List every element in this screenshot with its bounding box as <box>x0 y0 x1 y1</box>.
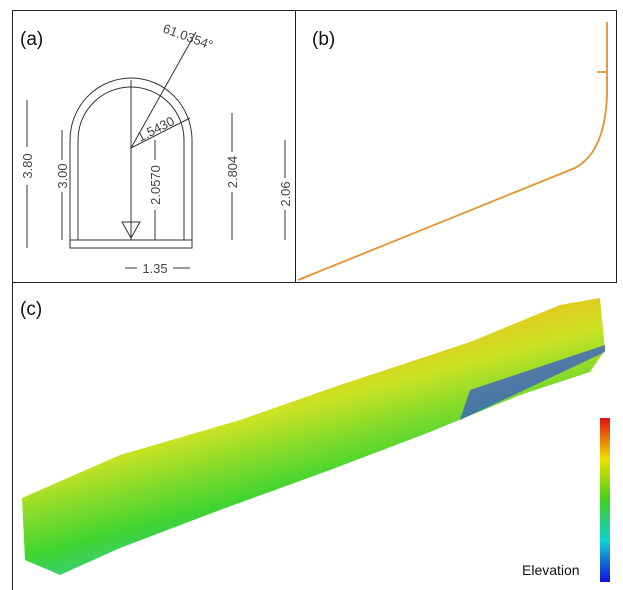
panel-label: (a) <box>20 29 43 50</box>
dim-label: 2.0570 <box>148 165 163 205</box>
dim-label: 2.804 <box>225 156 240 189</box>
dim-label: 3.80 <box>20 153 35 178</box>
elevation-marker <box>121 221 141 240</box>
panel-b-frame <box>295 10 617 283</box>
panel-label: (b) <box>312 29 335 50</box>
angle-line <box>130 31 197 149</box>
point-cloud <box>22 298 605 575</box>
outer-outline <box>69 77 193 249</box>
dim-label: 1.35 <box>142 261 167 276</box>
radius-line <box>130 117 191 149</box>
panel-a-frame <box>12 10 296 283</box>
radius-label: 1.5430 <box>135 113 177 144</box>
label-bg <box>278 178 292 210</box>
label-bg <box>148 160 162 210</box>
profile-curve <box>297 22 608 281</box>
tunnel-drawing <box>26 31 286 269</box>
dim-label: 2.06 <box>278 181 293 206</box>
point-cloud-edge <box>460 345 605 420</box>
panel-label: (c) <box>20 299 42 320</box>
angle-label: 61.0354° <box>161 21 215 53</box>
colorbar <box>600 418 610 582</box>
label-bg <box>20 147 34 185</box>
label-bg <box>137 262 173 275</box>
dim-label: 3.00 <box>55 163 70 188</box>
label-bg <box>225 152 239 192</box>
label-bg <box>55 160 69 192</box>
colorbar-label: Elevation <box>522 562 580 578</box>
